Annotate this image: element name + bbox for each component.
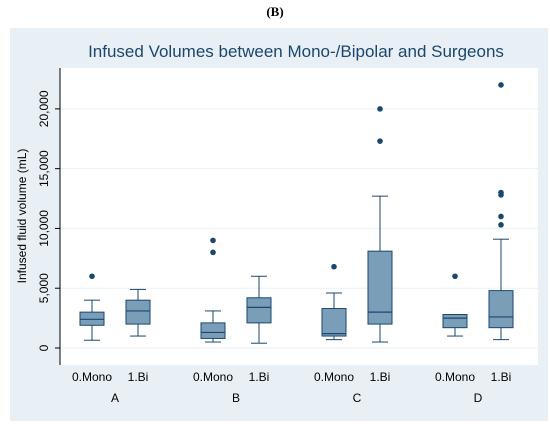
box-iqr: [321, 308, 347, 337]
y-tick-label: 10,000: [37, 210, 51, 247]
box-iqr: [488, 290, 514, 329]
outlier-point: [210, 237, 216, 244]
box-d-mono: [442, 273, 468, 337]
x-subcategory-label: 1.Bi: [491, 370, 512, 384]
box-c-mono: [321, 263, 347, 341]
x-subcategory-label: 1.Bi: [249, 370, 270, 384]
x-subcategory-label: 1.Bi: [128, 370, 149, 384]
y-axis-title: Infused fluid volume (mL): [15, 149, 29, 284]
outlier-point: [210, 249, 216, 256]
box-a-mono: [79, 273, 105, 341]
boxes: [79, 82, 514, 344]
x-group-label: A: [111, 391, 119, 405]
x-axis-labels: 0.Mono 1.Bi 0.Mono 1.Bi 0.Mono 1.Bi 0.Mono 1.Bi…: [72, 370, 511, 405]
y-tick-label: 0: [37, 344, 51, 351]
outlier-point: [452, 273, 458, 280]
outlier-point: [498, 82, 504, 88]
box-iqr: [125, 299, 151, 325]
chart-title: Infused Volumes between Mono-/Bipolar an…: [88, 42, 504, 61]
x-subcategory-label: 0.Mono: [435, 370, 475, 384]
box-c-bi: [367, 106, 393, 343]
x-subcategory-label: 0.Mono: [193, 370, 233, 384]
y-axis-ticks: 0 5,000 10,000 15,000 20,000: [37, 90, 60, 351]
outlier-point: [498, 189, 504, 196]
outlier-point: [498, 222, 504, 228]
box-iqr: [367, 250, 393, 325]
x-group-label: B: [232, 391, 240, 405]
box-b-mono: [200, 237, 226, 343]
box-b-bi: [246, 275, 272, 344]
y-tick-label: 5,000: [37, 273, 51, 303]
box-iqr: [246, 297, 272, 324]
box-iqr: [200, 322, 226, 339]
outlier-point: [377, 138, 383, 144]
y-tick-label: 20,000: [37, 90, 51, 127]
x-subcategory-label: 0.Mono: [72, 370, 112, 384]
outlier-point: [331, 263, 337, 270]
x-subcategory-label: 1.Bi: [370, 370, 391, 384]
y-tick-label: 15,000: [37, 150, 51, 187]
x-subcategory-label: 0.Mono: [314, 370, 354, 384]
grid-lines: [60, 108, 538, 349]
panel-label: (B): [266, 4, 284, 19]
x-group-label: D: [474, 391, 483, 405]
x-group-label: C: [353, 391, 362, 405]
box-iqr: [442, 314, 468, 329]
box-d-bi: [488, 82, 514, 341]
box-a-bi: [125, 288, 151, 337]
outlier-point: [377, 106, 383, 112]
outlier-point: [89, 273, 95, 280]
outlier-point: [498, 213, 504, 220]
